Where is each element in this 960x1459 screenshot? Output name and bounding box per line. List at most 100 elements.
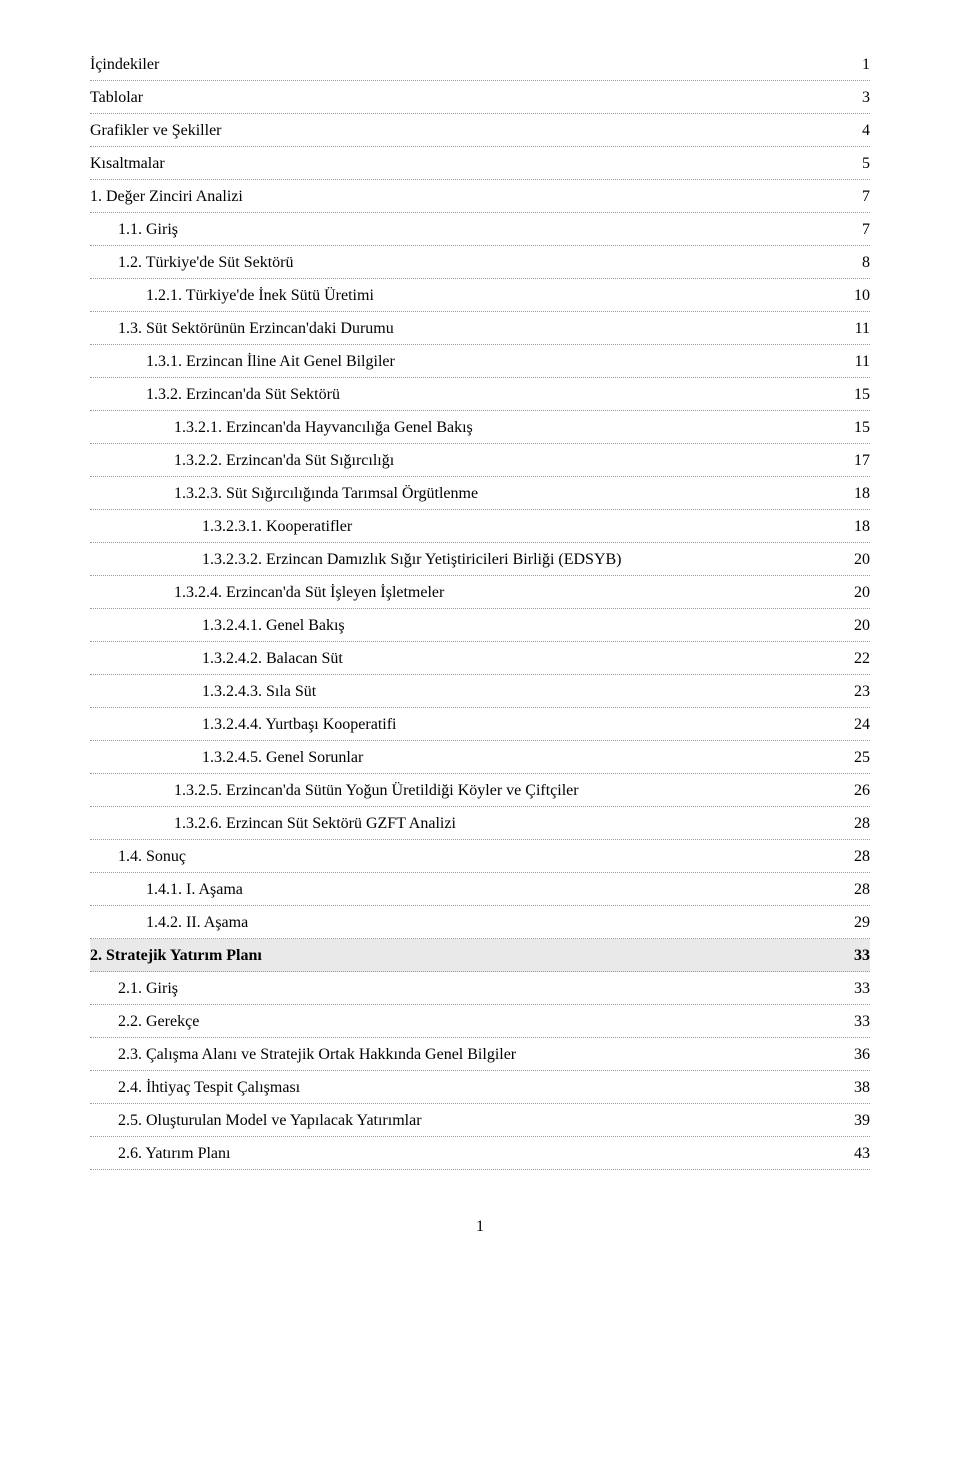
toc-row: 1.3.2.4.1. Genel Bakış 20 [90,609,870,642]
toc-entry-title: İçindekiler [90,53,159,77]
toc-row: 1.2.1. Türkiye'de İnek Sütü Üretimi 10 [90,279,870,312]
toc-row: 2.6. Yatırım Planı 43 [90,1137,870,1170]
toc-entry-title: 2.6. Yatırım Planı [90,1142,230,1166]
toc-entry-title: 1.1. Giriş [90,218,178,242]
toc-entry-title: 1.2.1. Türkiye'de İnek Sütü Üretimi [90,284,374,308]
toc-entry-page: 10 [846,284,870,308]
toc-entry-title: 1.3.2.2. Erzincan'da Süt Sığırcılığı [90,449,394,473]
toc-row: 1.3.2.4.4. Yurtbaşı Kooperatifi 24 [90,708,870,741]
toc-entry-title: 1.3.2.4.5. Genel Sorunlar [90,746,363,770]
toc-entry-title: 1.3.2. Erzincan'da Süt Sektörü [90,383,340,407]
toc-row: 1.3.2. Erzincan'da Süt Sektörü 15 [90,378,870,411]
toc-entry-title: 1.3.2.5. Erzincan'da Sütün Yoğun Üretild… [90,779,579,803]
toc-entry-title: 2.3. Çalışma Alanı ve Stratejik Ortak Ha… [90,1043,516,1067]
toc-entry-page: 20 [846,581,870,605]
toc-entry-title: 1. Değer Zinciri Analizi [90,185,243,209]
toc-row: 1.1. Giriş 7 [90,213,870,246]
toc-entry-page: 33 [846,977,870,1001]
toc-row: 1.3.2.4.2. Balacan Süt 22 [90,642,870,675]
toc-entry-page: 28 [846,812,870,836]
toc-entry-title: 2.2. Gerekçe [90,1010,199,1034]
toc-entry-title: 1.3.2.3. Süt Sığırcılığında Tarımsal Örg… [90,482,478,506]
toc-entry-title: 2.4. İhtiyaç Tespit Çalışması [90,1076,300,1100]
toc-row: 1.4.1. I. Aşama 28 [90,873,870,906]
toc-entry-title: Tablolar [90,86,143,110]
toc-row: 1.2. Türkiye'de Süt Sektörü8 [90,246,870,279]
toc-row: 2.2. Gerekçe 33 [90,1005,870,1038]
toc-entry-page: 33 [846,944,870,968]
toc-entry-title: 1.3. Süt Sektörünün Erzincan'daki Durumu [90,317,394,341]
toc-entry-page: 20 [846,614,870,638]
toc-row: İçindekiler 1 [90,48,870,81]
toc-entry-title: 1.2. Türkiye'de Süt Sektörü [90,251,293,275]
toc-row: 2.1. Giriş 33 [90,972,870,1005]
toc-entry-page: 18 [846,515,870,539]
toc-row: 1.3.2.3.2. Erzincan Damızlık Sığır Yetiş… [90,543,870,576]
toc-row: 1.3.2.3. Süt Sığırcılığında Tarımsal Örg… [90,477,870,510]
toc-row: 1.3.2.1. Erzincan'da Hayvancılığa Genel … [90,411,870,444]
toc-row: 1.3.2.4. Erzincan'da Süt İşleyen İşletme… [90,576,870,609]
toc-row: 1.3.1. Erzincan İline Ait Genel Bilgiler… [90,345,870,378]
toc-entry-page: 3 [846,86,870,110]
toc-row: 1.3.2.4.5. Genel Sorunlar 25 [90,741,870,774]
toc-entry-page: 4 [846,119,870,143]
toc-row: 2.4. İhtiyaç Tespit Çalışması 38 [90,1071,870,1104]
toc-row: 1. Değer Zinciri Analizi 7 [90,180,870,213]
toc-entry-title: 2.1. Giriş [90,977,178,1001]
toc-entry-title: 1.3.2.4.1. Genel Bakış [90,614,345,638]
toc-entry-page: 22 [846,647,870,671]
toc-entry-page: 33 [846,1010,870,1034]
toc-entry-page: 28 [846,878,870,902]
toc-row: Grafikler ve Şekiller4 [90,114,870,147]
toc-entry-page: 20 [846,548,870,572]
toc-entry-page: 1 [846,53,870,77]
toc-entry-title: 1.3.2.4.2. Balacan Süt [90,647,343,671]
toc-entry-page: 24 [846,713,870,737]
toc-row: 1.3.2.2. Erzincan'da Süt Sığırcılığı 17 [90,444,870,477]
toc-entry-title: 1.4.2. II. Aşama [90,911,248,935]
toc-entry-page: 39 [846,1109,870,1133]
toc-entry-page: 23 [846,680,870,704]
toc-entry-page: 29 [846,911,870,935]
table-of-contents: İçindekiler 1 Tablolar 3 Grafikler ve Şekill… [90,48,870,1170]
toc-entry-title: 2. Stratejik Yatırım Planı [90,944,262,968]
toc-entry-page: 38 [846,1076,870,1100]
toc-entry-title: 1.3.1. Erzincan İline Ait Genel Bilgiler [90,350,395,374]
toc-entry-title: 1.4. Sonuç [90,845,186,869]
toc-entry-page: 7 [846,185,870,209]
toc-entry-title: 1.3.2.4.3. Sıla Süt [90,680,316,704]
toc-entry-page: 36 [846,1043,870,1067]
toc-entry-page: 5 [846,152,870,176]
toc-entry-page: 7 [846,218,870,242]
toc-row: 2.3. Çalışma Alanı ve Stratejik Ortak Ha… [90,1038,870,1071]
toc-entry-title: 1.3.2.4.4. Yurtbaşı Kooperatifi [90,713,396,737]
toc-entry-page: 26 [846,779,870,803]
page-number: 1 [476,1218,484,1235]
toc-entry-title: 1.3.2.3.1. Kooperatifler [90,515,352,539]
toc-row: 1.4. Sonuç 28 [90,840,870,873]
toc-entry-page: 15 [846,383,870,407]
toc-entry-page: 11 [846,350,870,374]
toc-row: 1.4.2. II. Aşama 29 [90,906,870,939]
toc-row: 1.3.2.6. Erzincan Süt Sektörü GZFT Anali… [90,807,870,840]
toc-entry-page: 43 [846,1142,870,1166]
toc-entry-page: 17 [846,449,870,473]
toc-entry-page: 25 [846,746,870,770]
toc-row: 1.3. Süt Sektörünün Erzincan'daki Durumu… [90,312,870,345]
toc-entry-page: 15 [846,416,870,440]
toc-row: 1.3.2.3.1. Kooperatifler 18 [90,510,870,543]
toc-entry-title: 1.3.2.1. Erzincan'da Hayvancılığa Genel … [90,416,473,440]
page-footer: 1 [90,1218,870,1236]
toc-entry-page: 18 [846,482,870,506]
toc-entry-title: 1.3.2.4. Erzincan'da Süt İşleyen İşletme… [90,581,444,605]
toc-row: 1.3.2.5. Erzincan'da Sütün Yoğun Üretild… [90,774,870,807]
toc-row: Tablolar 3 [90,81,870,114]
toc-entry-page: 28 [846,845,870,869]
toc-row: 1.3.2.4.3. Sıla Süt 23 [90,675,870,708]
toc-entry-title: 1.3.2.3.2. Erzincan Damızlık Sığır Yetiş… [90,548,622,572]
toc-entry-title: 1.4.1. I. Aşama [90,878,243,902]
toc-row: Kısaltmalar 5 [90,147,870,180]
toc-row: 2.5. Oluşturulan Model ve Yapılacak Yatı… [90,1104,870,1137]
toc-entry-title: Kısaltmalar [90,152,165,176]
toc-row: 2. Stratejik Yatırım Planı 33 [90,939,870,972]
